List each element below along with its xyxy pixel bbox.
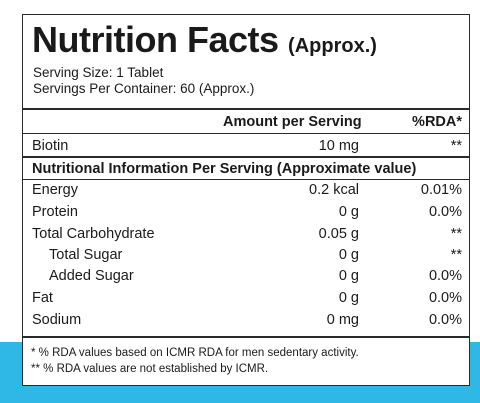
nutrient-amount: 0 g (338, 268, 359, 284)
biotin-rda: ** (450, 138, 462, 154)
nutrient-amount: 0.05 g (318, 226, 359, 242)
divider (23, 336, 469, 338)
nutrient-name: Total Carbohydrate (32, 226, 155, 242)
divider (23, 179, 469, 180)
nutrient-name: Fat (32, 290, 53, 306)
biotin-name: Biotin (32, 138, 69, 154)
serving-size: Serving Size: 1 Tablet (33, 65, 164, 80)
nutrient-rda: 0.0% (428, 312, 462, 328)
nutrient-amount: 0 mg (326, 312, 359, 328)
nutrient-rda: 0.0% (428, 268, 462, 284)
divider (23, 133, 469, 134)
nutrient-rda: 0.01% (420, 182, 462, 198)
label-title: Nutrition Facts (Approx.) (32, 18, 377, 68)
nutrient-rda: 0.0% (428, 204, 462, 220)
servings-per-container: Servings Per Container: 60 (Approx.) (33, 81, 255, 96)
nutrient-name: Protein (32, 204, 78, 220)
nutrient-amount: 0 g (338, 247, 359, 263)
nutrient-amount: 0.2 kcal (309, 182, 359, 198)
footnote: ** % RDA values are not established by I… (31, 363, 269, 375)
nutrient-name: Sodium (32, 312, 82, 328)
nutrient-amount: 0 g (338, 290, 359, 306)
divider (23, 108, 469, 110)
nutrient-name: Total Sugar (49, 247, 123, 263)
biotin-amount: 10 mg (318, 138, 359, 154)
section-title: Nutritional Information Per Serving (App… (32, 161, 417, 177)
nutrient-name: Added Sugar (49, 268, 134, 284)
nutrient-amount: 0 g (338, 204, 359, 220)
nutrition-facts-panel: Nutrition Facts (Approx.) Serving Size: … (22, 14, 470, 386)
footnote: * % RDA values based on ICMR RDA for men… (31, 347, 359, 359)
amount-header: Amount per Serving (223, 114, 362, 130)
nutrient-rda: 0.0% (428, 290, 462, 306)
nutrient-rda: ** (450, 226, 462, 242)
nutrient-name: Energy (32, 182, 78, 198)
rda-header: %RDA* (412, 114, 462, 130)
divider (23, 156, 469, 158)
title-suffix: (Approx.) (288, 35, 377, 57)
nutrient-rda: ** (450, 247, 462, 263)
title-text: Nutrition Facts (32, 19, 279, 60)
